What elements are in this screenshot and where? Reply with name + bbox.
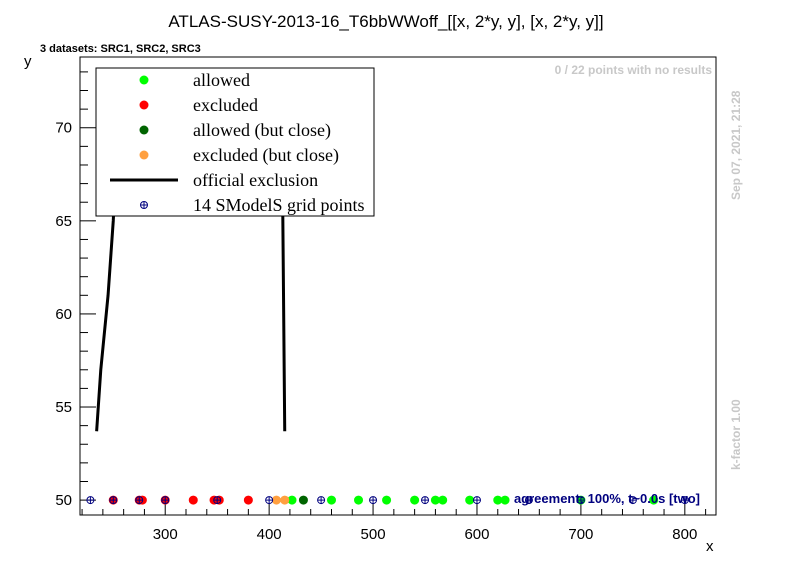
x-tick-label: 300 (153, 526, 178, 543)
x-tick-label: 500 (361, 526, 386, 543)
allowed-point (649, 495, 659, 505)
grid-point-marker (86, 496, 95, 505)
x-tick-label: 700 (568, 526, 593, 543)
kfactor-text: k-factor 1.00 (729, 399, 743, 470)
legend-label: excluded (but close) (193, 145, 339, 166)
legend-marker (139, 150, 149, 160)
timestamp-text: Sep 07, 2021, 21:28 (729, 90, 743, 200)
data-points (86, 495, 689, 505)
excluded-point (188, 495, 198, 505)
legend-label: 14 SModelS grid points (193, 195, 365, 215)
legend-marker (140, 201, 148, 209)
legend-label: official exclusion (193, 170, 318, 190)
grid-point-marker (524, 496, 533, 505)
agreement-text: agreement: 100%, t~0.0s [two] (514, 491, 700, 506)
legend-marker (139, 75, 149, 85)
allowed-point (465, 495, 475, 505)
plot-frame (79, 56, 717, 516)
grid-point-marker (680, 496, 689, 505)
x-tick-label: 800 (672, 526, 697, 543)
grid-point-marker (576, 496, 585, 505)
x-tick-label: 600 (464, 526, 489, 543)
legend-marker (139, 100, 149, 110)
allowed-point (382, 495, 392, 505)
grid-point-marker (161, 496, 170, 505)
legend-label: excluded (193, 95, 258, 115)
allowed-but-close--point (298, 495, 308, 505)
grid-point-marker (472, 496, 481, 505)
allowed-point (410, 495, 420, 505)
chart-subtitle: 3 datasets: SRC1, SRC2, SRC3 (40, 43, 201, 55)
allowed-point (438, 495, 448, 505)
no-results-text: 0 / 22 points with no results (555, 63, 713, 77)
allowed-point (430, 495, 440, 505)
plot-axes: 300 400 500 600 700 800 50 55 60 65 70 (55, 56, 717, 543)
grid-point-marker (109, 496, 118, 505)
grid-point-marker (628, 496, 637, 505)
grid-point-marker (369, 496, 378, 505)
grid-point-marker (213, 496, 222, 505)
y-tick-label: 50 (55, 492, 72, 509)
legend-box (95, 67, 375, 217)
excluded-but-close--point (271, 495, 281, 505)
y-tick-label: 70 (55, 120, 72, 137)
grid-point-marker (421, 496, 430, 505)
grid-point-marker (317, 496, 326, 505)
allowed-point (287, 495, 297, 505)
grid-point-marker (265, 496, 274, 505)
y-tick-label: 60 (55, 306, 72, 323)
allowed-point (500, 495, 510, 505)
y-axis-label: y (24, 53, 32, 70)
excluded-but-close--point (280, 495, 290, 505)
legend-marker (139, 125, 149, 135)
legend-label: allowed (but close) (193, 120, 331, 141)
y-tick-label: 65 (55, 213, 72, 230)
legend: allowed excluded allowed (but close) exclud… (95, 67, 375, 217)
x-axis-label: x (706, 538, 714, 555)
allowed-point (354, 495, 364, 505)
excluded-point (243, 495, 253, 505)
y-tick-label: 55 (55, 399, 72, 416)
grid-point-marker (135, 496, 144, 505)
allowed-point (493, 495, 503, 505)
allowed-point (326, 495, 336, 505)
legend-label: allowed (193, 70, 250, 90)
x-tick-label: 400 (257, 526, 282, 543)
chart-title: ATLAS-SUSY-2013-16_T6bbWWoff_[[x, 2*y, y… (168, 12, 603, 31)
